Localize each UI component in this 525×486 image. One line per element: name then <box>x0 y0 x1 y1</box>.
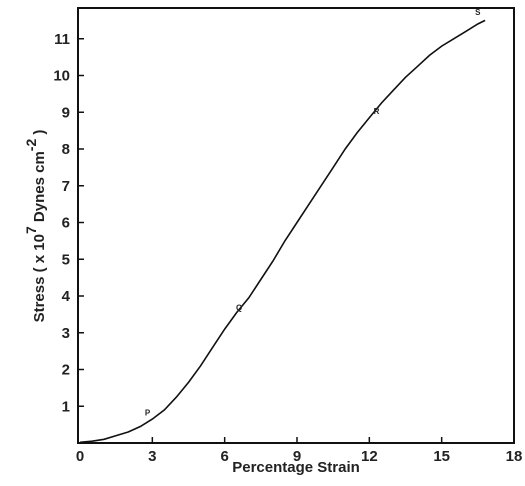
y-tick-label: 10 <box>53 68 70 85</box>
y-tick-label: 1 <box>62 398 70 415</box>
x-axis-title: Percentage Strain <box>232 459 360 476</box>
y-tick-label: 8 <box>62 141 70 158</box>
x-tick-label: 0 <box>76 448 84 465</box>
x-tick-label: 12 <box>361 448 378 465</box>
plot-frame <box>77 7 515 444</box>
point-label-s: S <box>475 8 481 17</box>
y-tick-label: 7 <box>62 178 70 195</box>
stress-strain-curve <box>79 19 486 444</box>
y-tick-label: 2 <box>62 362 70 379</box>
point-label-p: P <box>145 408 151 417</box>
x-axis-ticks: 0 3 6 9 12 15 18 <box>76 437 523 465</box>
y-axis-ticks: 1 2 3 4 5 6 7 8 9 10 11 <box>53 31 84 415</box>
y-axis-title-prefix: Stress ( x 10 <box>31 234 48 322</box>
x-tick-label: 18 <box>506 448 523 465</box>
y-tick-label: 3 <box>62 325 70 342</box>
x-tick-label: 6 <box>220 448 228 465</box>
y-axis-title-exponent-1: 7 <box>23 226 39 234</box>
x-tick-label: 15 <box>433 448 450 465</box>
y-tick-label: 6 <box>62 215 70 232</box>
y-axis-title-middle: Dynes cm <box>31 151 48 226</box>
point-annotations: P Q R S <box>145 8 481 418</box>
y-axis-title: Stress ( x 107 Dynes cm-2 ) <box>23 130 48 323</box>
y-axis-title-suffix: ) <box>31 130 48 139</box>
y-tick-label: 9 <box>62 104 70 121</box>
y-tick-label: 5 <box>62 251 70 268</box>
point-label-r: R <box>374 107 380 116</box>
y-tick-label: 11 <box>54 31 70 48</box>
y-axis-title-exponent-2: -2 <box>23 139 39 152</box>
y-tick-label: 4 <box>62 288 71 305</box>
point-label-q: Q <box>236 304 242 313</box>
x-tick-label: 9 <box>293 448 301 465</box>
x-tick-label: 3 <box>148 448 156 465</box>
